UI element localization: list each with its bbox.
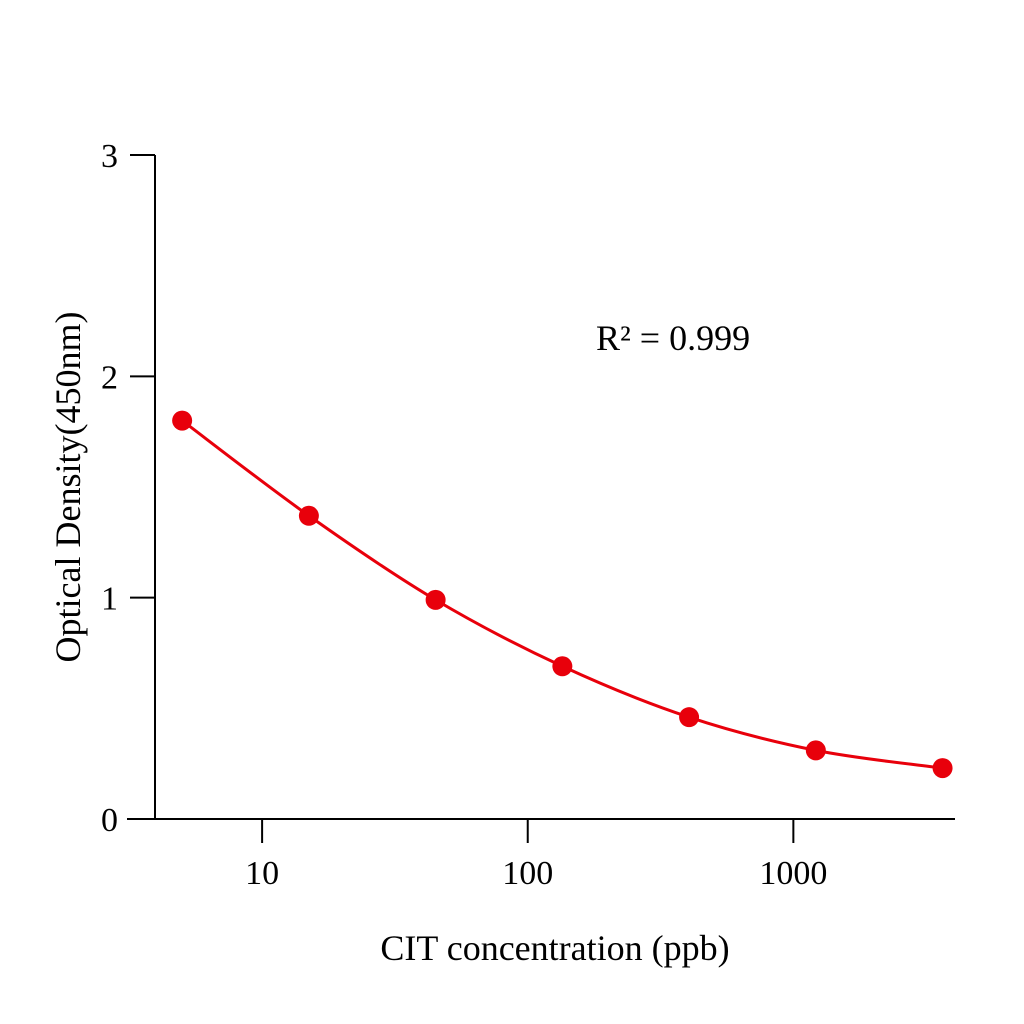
ticks: 0 1 2 3 10 100 1000	[101, 138, 827, 892]
y-tick-label: 0	[101, 802, 118, 839]
data-point	[172, 410, 193, 431]
data-points	[172, 410, 953, 779]
fit-curve	[181, 419, 943, 770]
r-squared-annotation: R² = 0.999	[596, 318, 750, 358]
data-point	[805, 740, 826, 761]
x-tick-label: 1000	[759, 855, 827, 892]
x-tick-label: 100	[502, 855, 553, 892]
data-point	[679, 707, 700, 728]
data-point	[298, 505, 319, 526]
data-point	[425, 589, 446, 610]
data-point	[552, 656, 573, 677]
y-tick-label: 2	[101, 359, 118, 396]
x-tick-label: 10	[245, 855, 279, 892]
x-axis-label: CIT concentration (ppb)	[380, 928, 729, 968]
data-point	[932, 758, 953, 779]
y-axis-label: Optical Density(450nm)	[48, 312, 88, 663]
y-tick-label: 3	[101, 138, 118, 175]
y-tick-label: 1	[101, 581, 118, 618]
axes	[127, 155, 955, 820]
